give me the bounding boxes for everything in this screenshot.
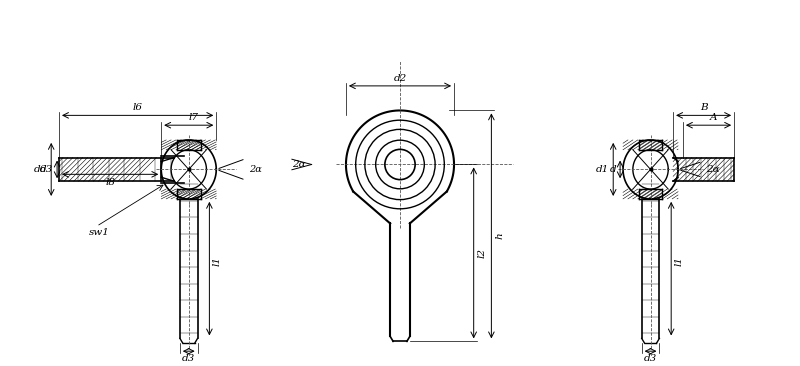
Text: 2α: 2α [249, 165, 262, 174]
Text: l7: l7 [189, 113, 198, 122]
Text: d3: d3 [40, 165, 53, 174]
Text: l8: l8 [105, 178, 115, 187]
Text: d6: d6 [34, 165, 47, 174]
Text: l2: l2 [478, 248, 486, 258]
Text: d3: d3 [182, 354, 195, 363]
Text: l1: l1 [212, 256, 222, 266]
Text: l6: l6 [133, 104, 142, 112]
Text: A: A [710, 113, 717, 122]
Text: d: d [610, 165, 616, 174]
Text: 2α: 2α [706, 165, 719, 174]
Text: 2α: 2α [292, 160, 306, 169]
Text: d2: d2 [394, 74, 406, 83]
Text: d1: d1 [596, 165, 610, 174]
Text: B: B [700, 104, 707, 112]
Text: l1: l1 [674, 256, 683, 266]
Text: d3: d3 [644, 354, 657, 363]
Text: sw1: sw1 [89, 228, 110, 238]
Text: h: h [495, 232, 504, 239]
